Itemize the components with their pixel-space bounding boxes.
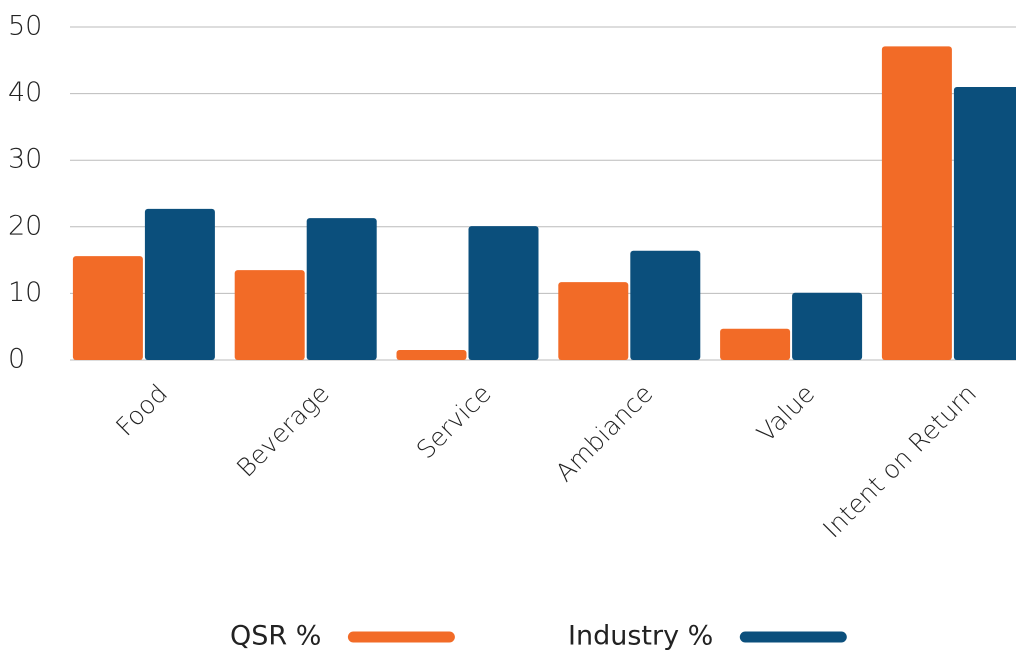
- y-tick-label: 30: [8, 144, 42, 175]
- legend-label: QSR %: [230, 621, 321, 652]
- bar: [558, 282, 629, 360]
- bar: [953, 86, 1016, 360]
- x-tick-label: Food: [110, 379, 173, 442]
- legend-label: Industry %: [568, 621, 713, 652]
- x-tick-label: Ambiance: [550, 379, 659, 488]
- x-tick-label: Value: [751, 379, 820, 448]
- x-tick-label: Intent on Return: [817, 379, 982, 544]
- bar: [881, 46, 952, 361]
- y-tick-label: 40: [8, 77, 42, 108]
- bar: [792, 292, 863, 360]
- y-tick-label: 0: [8, 344, 25, 375]
- y-tick-label: 50: [8, 11, 42, 42]
- bar: [234, 270, 305, 360]
- bar: [720, 328, 791, 360]
- bar: [306, 218, 377, 360]
- y-tick-label: 10: [8, 277, 42, 308]
- y-tick-label: 20: [8, 210, 42, 241]
- bar: [468, 226, 539, 360]
- x-tick-label: Beverage: [231, 379, 335, 483]
- bar: [396, 350, 467, 360]
- bar: [72, 256, 143, 360]
- bar: [144, 208, 215, 360]
- x-tick-label: Service: [411, 379, 497, 465]
- bar: [630, 250, 701, 360]
